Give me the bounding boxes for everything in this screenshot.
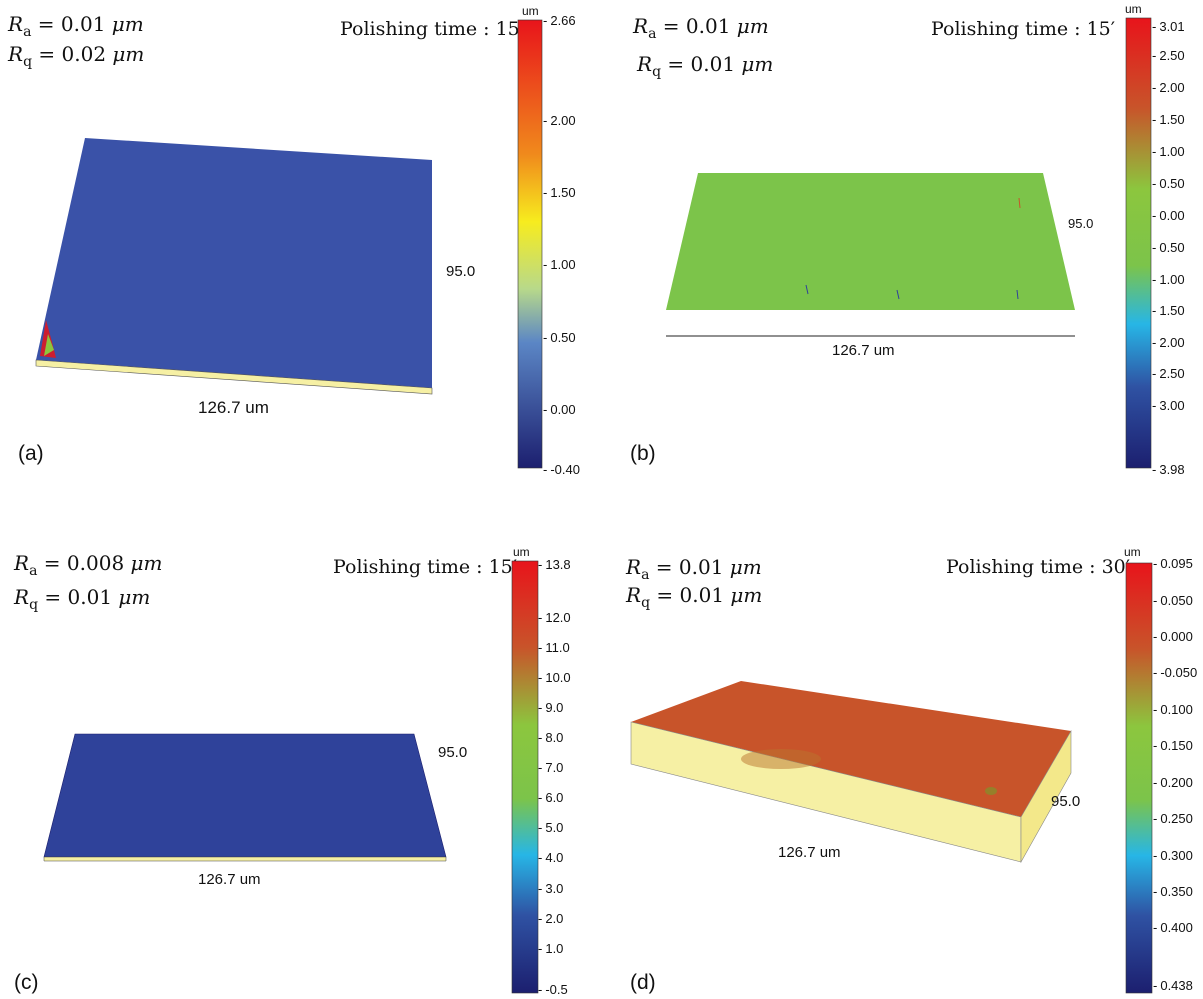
scale-tick: 9.0 [538,700,563,715]
width-label: 126.7 um [198,398,269,417]
panel-a: Ra = 0.01 μm Rq = 0.02 μm Polishing time… [0,0,601,499]
width-label: 126.7 um [198,871,261,888]
polishing-time: Polishing time : 15′ [340,18,525,40]
scale-tick: 0.350 [1153,884,1193,899]
scale-unit: um [1125,2,1142,16]
rq-value: Rq = 0.01 μm [14,585,151,613]
color-scale-d [1125,562,1153,994]
ra-value: Ra = 0.01 μm [8,12,144,40]
color-scale-c [511,560,539,994]
surface-plot-d [630,681,1072,864]
color-scale-b [1125,17,1152,469]
scale-tick: 0.00 [543,402,575,417]
surface-plot-a [35,138,433,395]
scale-tick: 5.0 [538,820,563,835]
scale-tick: 2.0 [538,911,563,926]
scale-tick: 2.00 [543,113,575,128]
polishing-time: Polishing time : 30′ [946,556,1131,578]
panel-label: (d) [630,971,656,994]
scale-tick: 1.50 [1152,112,1184,127]
scale-unit: um [513,545,530,559]
polishing-time: Polishing time : 15′ [931,18,1116,40]
scale-tick: 11.0 [538,640,569,655]
scale-tick: -0.050 [1153,665,1197,680]
scale-tick: 2.00 [1152,335,1184,350]
rq-value: Rq = 0.02 μm [8,42,145,70]
scale-tick: 2.66 [543,13,575,28]
panel-b: Ra = 0.01 μm Rq = 0.01 μm Polishing time… [601,0,1202,499]
scale-tick: 0.200 [1153,775,1193,790]
ra-value: Ra = 0.01 μm [626,555,762,583]
ra-value: Ra = 0.01 μm [633,14,769,42]
panel-c: Ra = 0.008 μm Rq = 0.01 μm Polishing tim… [0,499,601,998]
depth-label: 95.0 [446,263,476,280]
scale-tick: 0.50 [1152,176,1184,191]
scale-tick: 0.050 [1153,593,1193,608]
scale-tick: 1.50 [1152,303,1184,318]
scale-tick: 2.50 [1152,366,1184,381]
scale-tick: 0.438 [1153,978,1193,993]
scale-tick: 1.00 [1152,144,1184,159]
scale-tick: 1.00 [543,257,575,272]
width-label: 126.7 um [832,342,895,359]
scale-tick: 10.0 [538,670,570,685]
scale-tick: 0.00 [1152,208,1184,223]
width-label: 126.7 um [778,844,841,861]
polishing-time: Polishing time : 15′ [333,556,518,578]
scale-tick: 8.0 [538,730,563,745]
panel-label: (c) [14,971,39,994]
scale-tick: 0.150 [1153,738,1193,753]
scale-tick: 12.0 [538,610,570,625]
scale-tick: 0.095 [1153,556,1193,571]
scale-tick: -0.5 [538,982,567,997]
scale-tick: 1.00 [1152,272,1184,287]
color-scale-a [517,19,543,469]
scale-tick: 0.250 [1153,811,1193,826]
scale-tick: 13.8 [538,557,570,572]
scale-tick: 0.100 [1153,702,1193,717]
scale-tick: -0.40 [543,462,580,477]
scale-unit: um [522,4,539,18]
scale-tick: 4.0 [538,850,563,865]
scale-tick: 2.00 [1152,80,1184,95]
scale-tick: 0.50 [543,330,575,345]
scale-tick: 3.00 [1152,398,1184,413]
scale-tick: 0.000 [1153,629,1193,644]
rq-value: Rq = 0.01 μm [626,583,763,611]
scale-tick: 3.0 [538,881,563,896]
panel-label: (a) [18,442,44,465]
scale-unit: um [1124,545,1141,559]
scale-tick: 1.0 [538,941,563,956]
panel-label: (b) [630,442,656,465]
scale-tick: 6.0 [538,790,563,805]
scale-tick: 0.50 [1152,240,1184,255]
scale-tick: 2.50 [1152,48,1184,63]
rq-value: Rq = 0.01 μm [637,52,774,80]
scale-tick: 7.0 [538,760,563,775]
depth-label: 95.0 [438,744,468,761]
depth-label: 95.0 [1068,216,1094,231]
scale-tick: 0.400 [1153,920,1193,935]
scale-tick: 1.50 [543,185,575,200]
scale-tick: 0.300 [1153,848,1193,863]
surface-plot-c [43,733,447,862]
depth-label: 95.0 [1051,793,1081,810]
scale-tick: 3.01 [1152,19,1184,34]
panel-d: Ra = 0.01 μm Rq = 0.01 μm Polishing time… [601,499,1202,998]
ra-value: Ra = 0.008 μm [14,551,163,579]
scale-tick: 3.98 [1152,462,1184,477]
surface-plot-b [666,173,1075,337]
